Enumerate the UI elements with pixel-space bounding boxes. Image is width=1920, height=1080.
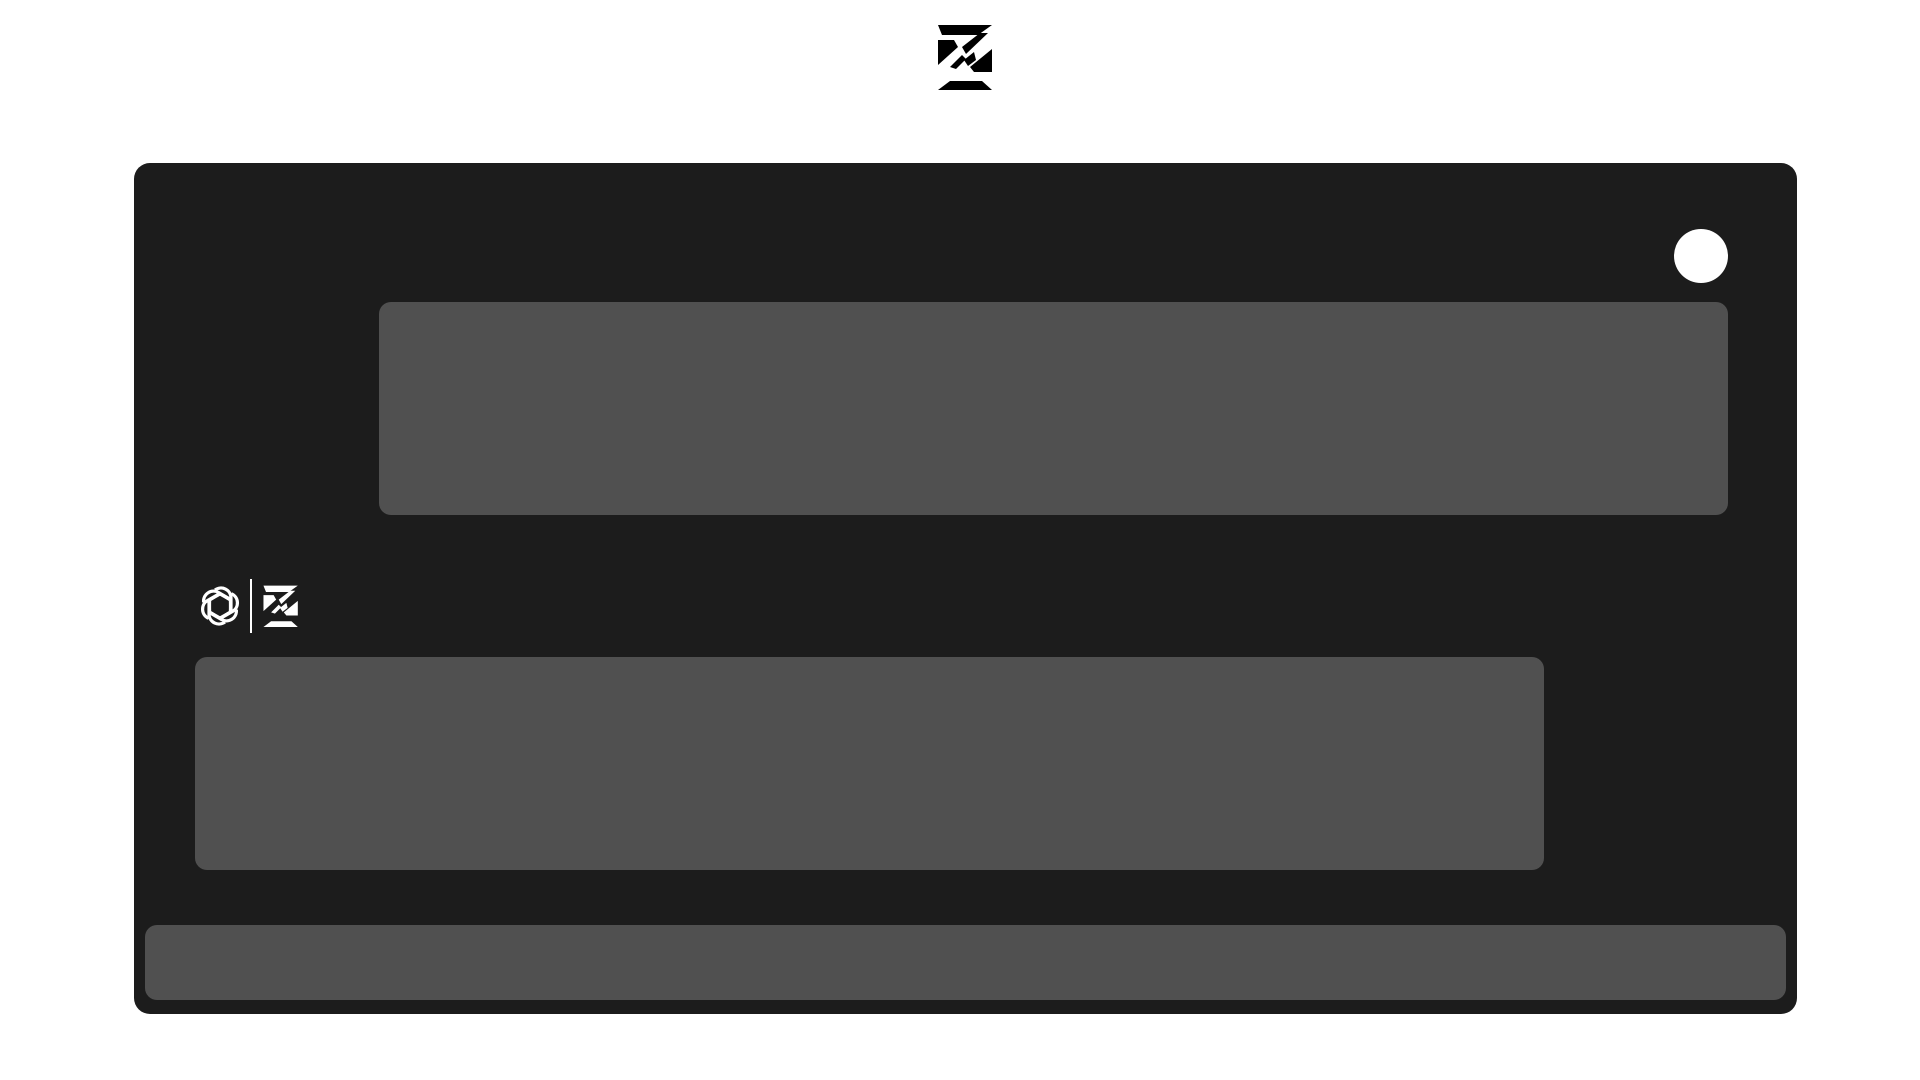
chat-window [134,163,1797,1014]
brand-logo-icon [936,24,992,90]
message-input[interactable] [145,925,1786,1000]
brand-logo-icon [263,585,298,627]
logo-divider [250,579,252,633]
openai-icon [200,586,240,626]
user-avatar[interactable] [1674,229,1728,283]
user-message-bubble [379,302,1728,515]
assistant-identity [198,579,298,633]
assistant-message-bubble [195,657,1544,870]
